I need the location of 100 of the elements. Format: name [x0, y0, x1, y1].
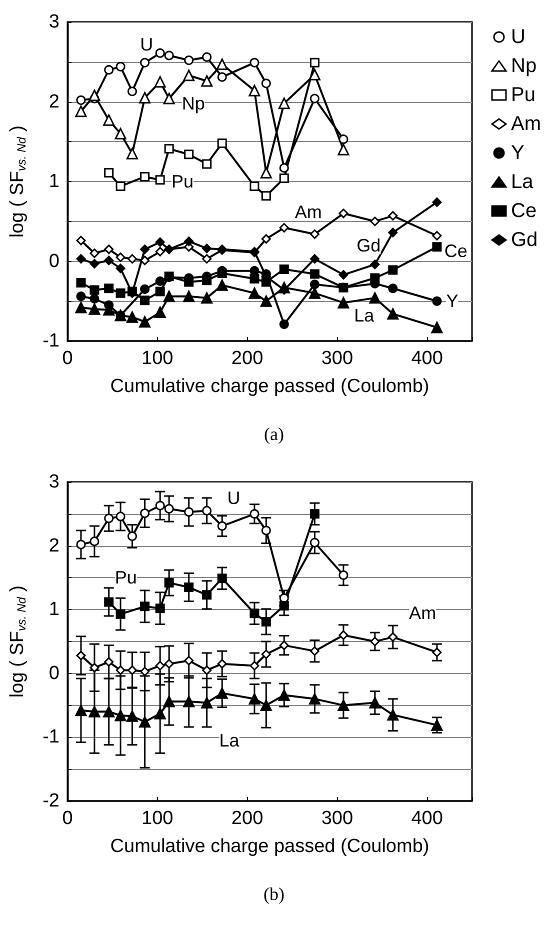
- x-tick-label: 0: [62, 348, 73, 369]
- point: [103, 114, 115, 126]
- point: [126, 311, 138, 323]
- point: [279, 174, 289, 184]
- x-tick-label: 200: [231, 348, 264, 369]
- x-tick-label: 100: [142, 808, 174, 829]
- point: [75, 704, 87, 716]
- legend-label: Y: [511, 142, 524, 164]
- point: [310, 229, 320, 239]
- point: [140, 256, 150, 266]
- point: [310, 94, 320, 104]
- annotation: U: [140, 34, 154, 54]
- point: [278, 689, 290, 701]
- point: [76, 650, 86, 660]
- point: [250, 182, 260, 192]
- point: [90, 248, 100, 258]
- point: [127, 531, 137, 541]
- point: [260, 166, 272, 178]
- point: [88, 90, 100, 102]
- point: [338, 630, 348, 640]
- point: [310, 280, 320, 290]
- point: [260, 295, 272, 307]
- point: [155, 276, 165, 286]
- point: [184, 150, 194, 160]
- point: [184, 236, 194, 246]
- point: [279, 223, 289, 233]
- point: [104, 597, 114, 607]
- point: [103, 706, 115, 718]
- point: [338, 134, 348, 144]
- point: [164, 578, 174, 588]
- point: [155, 286, 165, 296]
- point: [202, 590, 212, 600]
- point: [127, 86, 137, 96]
- point: [76, 236, 86, 246]
- point: [154, 708, 166, 720]
- point: [126, 710, 138, 722]
- point: [164, 50, 174, 60]
- point: [338, 282, 348, 292]
- point: [310, 254, 320, 264]
- legend-label: La: [511, 171, 534, 193]
- point: [154, 306, 166, 318]
- annotation: Gd: [356, 235, 381, 256]
- point: [90, 294, 100, 304]
- point: [310, 269, 320, 279]
- annotation: La: [219, 730, 240, 750]
- point: [261, 650, 271, 660]
- point: [261, 616, 271, 626]
- point: [140, 666, 150, 676]
- point: [388, 265, 398, 275]
- point: [114, 128, 126, 140]
- point: [310, 509, 320, 519]
- point: [202, 52, 212, 62]
- point: [184, 507, 194, 517]
- point: [104, 256, 114, 266]
- point: [140, 284, 150, 294]
- point: [279, 601, 289, 611]
- point: [250, 660, 260, 670]
- point: [140, 296, 150, 306]
- y-tick-label: -1: [42, 726, 60, 748]
- point: [127, 665, 137, 675]
- point: [76, 95, 86, 105]
- x-tick-label: 0: [62, 808, 73, 829]
- point: [217, 72, 227, 82]
- point: [104, 244, 114, 254]
- point: [140, 172, 150, 182]
- annotation: Pu: [114, 568, 137, 588]
- point: [139, 316, 151, 328]
- y-tick-label: 3: [48, 12, 60, 32]
- point: [387, 308, 399, 320]
- point: [163, 290, 175, 302]
- point: [370, 260, 380, 270]
- point: [183, 696, 195, 708]
- point: [432, 648, 442, 658]
- point: [432, 242, 442, 252]
- point: [164, 659, 174, 669]
- point: [338, 208, 348, 218]
- point: [261, 191, 271, 201]
- point: [184, 582, 194, 592]
- point: [116, 252, 126, 262]
- x-axis-title: Cumulative charge passed (Coulomb): [110, 836, 430, 857]
- point: [155, 246, 165, 256]
- x-tick-label: 400: [411, 348, 443, 369]
- point: [370, 273, 380, 283]
- point: [310, 538, 320, 548]
- point: [201, 75, 213, 87]
- point: [250, 58, 260, 68]
- point: [140, 244, 150, 254]
- legend-label: U: [511, 26, 526, 48]
- point: [338, 700, 350, 712]
- annotation: Ce: [444, 240, 468, 261]
- x-tick-label: 300: [321, 808, 354, 829]
- legend-label: Am: [511, 113, 541, 135]
- point: [116, 288, 126, 298]
- point: [104, 168, 114, 178]
- legend-label: Ce: [511, 200, 537, 222]
- y-axis-title: log ( SFvs. Nd ): [7, 125, 28, 238]
- point: [183, 70, 195, 82]
- point: [432, 296, 442, 306]
- annotation: U: [227, 488, 240, 508]
- point: [369, 697, 381, 708]
